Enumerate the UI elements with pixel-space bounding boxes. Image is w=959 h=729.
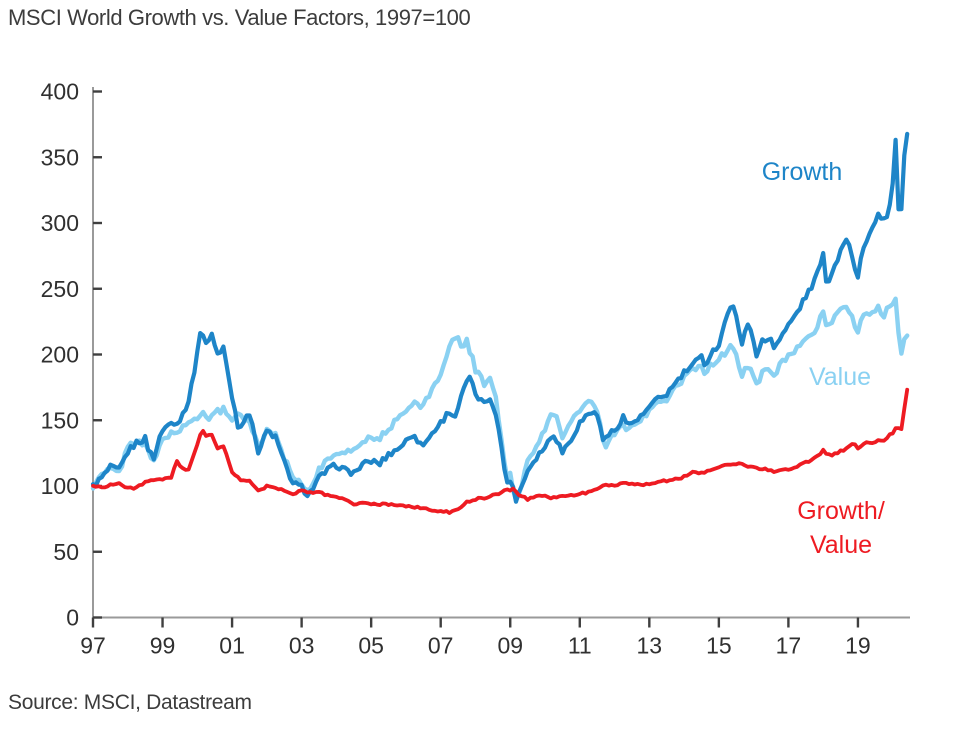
series-lines: [90, 131, 910, 515]
series-label-growth: Growth: [762, 158, 843, 186]
y-axis-tick-label: 200: [41, 342, 79, 368]
y-axis-tick-label: 250: [41, 276, 79, 302]
series-line-growth-value: [91, 387, 910, 515]
series-labels: Growth Value Growth/Value: [762, 158, 885, 559]
x-axis-tick-label: 05: [358, 633, 384, 659]
series-label-value: Value: [809, 363, 871, 391]
x-axis-tick-label: 07: [428, 633, 454, 659]
x-axis-ticks: [91, 617, 860, 628]
y-axis-tick-label: 350: [41, 144, 79, 170]
x-axis-tick-label: 11: [568, 633, 592, 659]
x-axis-tick-label: 99: [150, 633, 176, 659]
x-axis-labels: 97 99 01 03 05 07 09 11 13 15 17 19: [80, 633, 871, 659]
x-axis-tick-label: 17: [776, 633, 802, 659]
y-axis-tick-label: 150: [41, 407, 79, 433]
series-line-growth: [90, 131, 910, 504]
x-axis-tick-label: 03: [289, 633, 315, 659]
series-label-ratio: Growth/: [797, 497, 885, 525]
x-axis-tick-label: 09: [497, 633, 523, 659]
x-axis-tick-label: 15: [706, 633, 732, 659]
y-axis-ticks: [93, 90, 102, 619]
x-axis-tick-label: 13: [637, 633, 663, 659]
y-axis-tick-label: 50: [53, 539, 79, 565]
y-axis-tick-label: 100: [41, 473, 79, 499]
y-axis-tick-label: 400: [41, 79, 79, 105]
source-note: Source: MSCI, Datastream: [8, 691, 252, 714]
axes: [92, 87, 910, 619]
chart-title: MSCI World Growth vs. Value Factors, 199…: [8, 5, 471, 30]
x-axis-tick-label: 97: [80, 633, 106, 659]
x-axis-tick-label: 01: [219, 633, 245, 659]
series-label-ratio: Value: [810, 531, 872, 559]
y-axis-labels: 0 50 100 150 200 250 300 350 400: [41, 79, 79, 631]
y-axis-tick-label: 0: [66, 605, 79, 631]
y-axis-tick-label: 300: [41, 210, 79, 236]
x-axis-tick-label: 19: [845, 633, 871, 659]
